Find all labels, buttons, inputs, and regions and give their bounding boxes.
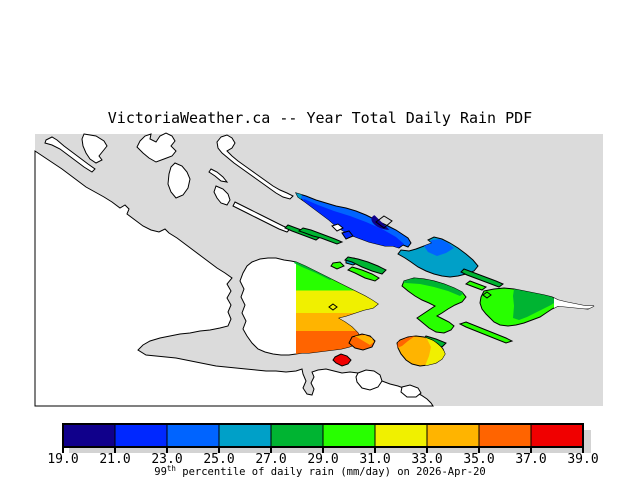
islet-blue-small [341, 230, 354, 240]
colorbar-segment [218, 423, 272, 448]
colorbar-segment [530, 423, 584, 448]
island-green-mid-group [401, 277, 467, 334]
island-white-2 [167, 162, 191, 199]
island-white-1 [136, 132, 177, 163]
colorbar-segment [114, 423, 168, 448]
tick-label: 29.0 [307, 452, 338, 467]
islet-white-small [331, 223, 344, 232]
contour-ring-navy [375, 215, 393, 229]
island-white-3 [208, 168, 229, 183]
island-green-mid-dark-edge [402, 278, 464, 296]
top-landmass-shape [81, 133, 108, 164]
islet-orange-group [348, 333, 376, 351]
colorbar-caption: 99th percentile of daily rain (mm/day) o… [154, 464, 485, 478]
island-teal-blue-lobe [424, 239, 454, 256]
islet-green-strip-se [458, 321, 514, 344]
islet-amber-yellow-zone [424, 337, 445, 366]
island-white-4 [213, 185, 231, 206]
colorbar-tick-labels: 19.0 21.0 23.0 25.0 27.0 29.0 31.0 33.0 … [47, 452, 598, 467]
islet-green-sliver-2 [297, 227, 344, 245]
island-teal-group [397, 236, 479, 278]
islet-white-south-1 [355, 369, 383, 391]
colorbar-segment [270, 423, 324, 448]
islet-green-tiny [330, 261, 345, 270]
islet-orange-amber-half [355, 335, 374, 345]
tick-label: 23.0 [151, 452, 182, 467]
tick-label: 33.0 [411, 452, 442, 467]
islet-green-strip-ne2 [464, 280, 488, 291]
islet-white-south-2 [400, 384, 422, 398]
islet-green-strip-ne1 [460, 268, 504, 288]
long-island-white-part [216, 134, 294, 200]
colorbar-segment [322, 423, 376, 448]
tick-label: 25.0 [203, 452, 234, 467]
colorbar-segment [478, 423, 532, 448]
tick-label: 21.0 [99, 452, 130, 467]
tick-label: 39.0 [567, 452, 598, 467]
islet-green-cluster-bright [347, 266, 380, 282]
island-blue-inner-zone [300, 199, 404, 248]
colorbar: 19.0 21.0 23.0 25.0 27.0 29.0 31.0 33.0 … [47, 423, 599, 478]
colorbar-segment [426, 423, 480, 448]
island-east-darkgreen-zone [513, 289, 557, 320]
mainland-shape [34, 150, 434, 407]
contour-ring-yellow [328, 303, 338, 311]
contour-ring-green [482, 291, 492, 299]
colorbar-segment [62, 423, 116, 448]
colorbar-ticks [62, 447, 584, 453]
colorbar-segment [166, 423, 220, 448]
northwest-peninsula-shape [44, 136, 96, 173]
islet-green-cluster-dark [344, 256, 387, 275]
islet-red [332, 353, 352, 367]
tick-label: 35.0 [463, 452, 494, 467]
colorbar-segment [374, 423, 428, 448]
tick-label: 31.0 [359, 452, 390, 467]
islet-amber-group [396, 335, 446, 367]
tick-label: 37.0 [515, 452, 546, 467]
island-white-5 [232, 201, 291, 233]
tick-label: 19.0 [47, 452, 78, 467]
tick-label: 27.0 [255, 452, 286, 467]
islet-amber-orange-edge [397, 336, 415, 348]
page-title: VictoriaWeather.ca -- Year Total Daily R… [107, 109, 533, 127]
